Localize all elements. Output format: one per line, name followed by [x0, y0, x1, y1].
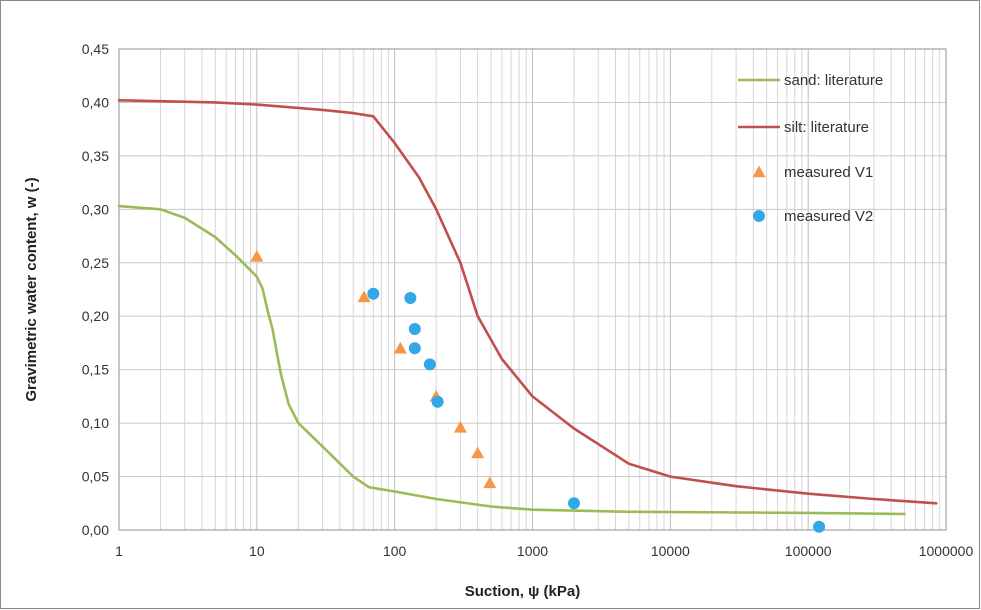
x-tick-label: 1 — [115, 543, 123, 559]
measured-v2-point — [813, 520, 826, 533]
y-tick-label: 0,15 — [82, 362, 109, 378]
sand-literature-line — [117, 204, 906, 516]
y-axis-title: Gravimetric water content, w (-) — [23, 177, 40, 401]
y-axis: 0,00 0,05 0,10 0,15 0,20 0,25 0,30 0,35 0,40 0,45 — [82, 41, 109, 538]
x-tick-label: 10000 — [651, 543, 690, 559]
y-tick-label: 0,35 — [82, 148, 109, 164]
y-tick-label: 0,05 — [82, 469, 109, 485]
x-tick-label: 100000 — [785, 543, 832, 559]
grid — [118, 48, 946, 531]
y-tick-label: 0,20 — [82, 308, 109, 324]
sand-literature-legend-label: sand: literature — [784, 72, 883, 89]
x-axis-title: Suction, ψ (kPa) — [465, 583, 580, 600]
y-tick-label: 0,00 — [82, 522, 109, 538]
measured-v2-point — [408, 323, 421, 336]
measured-v1-point — [483, 476, 497, 489]
y-tick-label: 0,45 — [82, 41, 109, 57]
measured-v2-point — [431, 395, 444, 408]
legend: sand: literature silt: literature measured… — [738, 72, 883, 225]
y-tick-label: 0,10 — [82, 415, 109, 431]
x-tick-label: 1000 — [517, 543, 548, 559]
measured-v2-point — [423, 358, 436, 371]
silt-literature-line — [117, 99, 938, 505]
measured-v1-point — [453, 420, 467, 433]
plot-frame — [118, 48, 947, 531]
measured-v1-legend-label: measured V1 — [784, 164, 873, 181]
x-axis: 1 10 100 1000 10000 100000 1000000 — [115, 543, 973, 559]
measured-v2-legend-swatch — [753, 210, 765, 222]
y-tick-label: 0,30 — [82, 201, 109, 217]
x-tick-label: 100 — [383, 543, 407, 559]
measured-v2-legend-label: measured V2 — [784, 208, 873, 225]
measured-v2-point — [367, 287, 380, 300]
measured-v2-point — [404, 292, 417, 305]
measured-v1-point — [357, 290, 371, 303]
silt-literature-legend-label: silt: literature — [784, 119, 869, 136]
measured-v1-point — [393, 341, 407, 354]
x-tick-label: 10 — [249, 543, 265, 559]
x-tick-label: 1000000 — [919, 543, 974, 559]
measured-v2-point — [567, 497, 580, 510]
series-layer — [117, 99, 938, 533]
measured-v1-point — [471, 446, 485, 459]
y-tick-label: 0,25 — [82, 255, 109, 271]
measured-v1-point — [250, 249, 264, 262]
measured-v2-point — [408, 342, 421, 355]
measured-v1-legend-swatch — [752, 165, 766, 178]
y-tick-label: 0,40 — [82, 94, 109, 110]
